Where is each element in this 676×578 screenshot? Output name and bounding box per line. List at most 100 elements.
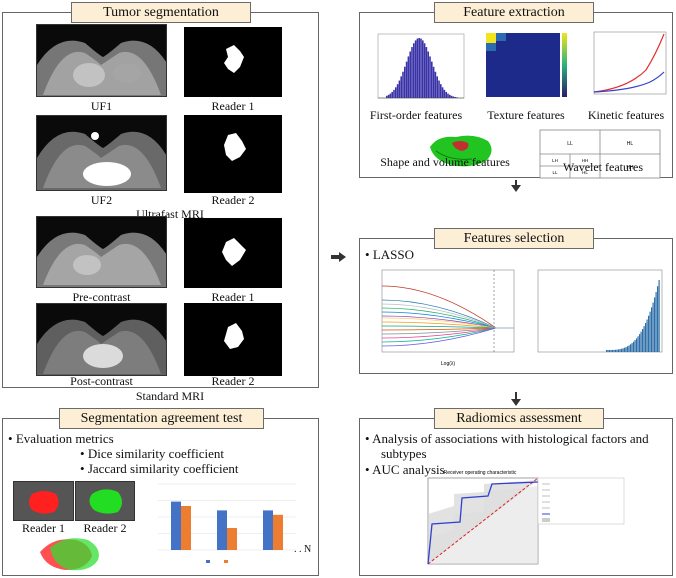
histogram-bar (391, 91, 393, 98)
arrow-shaft-2 (515, 392, 517, 400)
error-bar (621, 348, 623, 352)
error-bar (609, 349, 611, 352)
auc-bullet: • AUC analysis (365, 462, 445, 477)
error-bar (627, 346, 629, 352)
lasso-coefficient-path-plot: Log(λ) (381, 269, 515, 367)
error-bar (657, 286, 659, 352)
error-bar (651, 307, 653, 352)
error-bar (613, 349, 615, 352)
associations-bullet: • Analysis of associations with histolog… (365, 431, 649, 446)
histogram-bar (404, 66, 406, 98)
histogram-bar (449, 94, 451, 98)
histogram-bar (398, 80, 401, 98)
error-bar (636, 338, 638, 352)
histogram-bar (396, 84, 399, 98)
histogram-bar (429, 56, 431, 98)
agreement-bar (263, 510, 273, 550)
agreement-bar-chart (158, 483, 296, 563)
error-bar (616, 349, 618, 352)
lasso-path-line (381, 327, 514, 347)
wavelet-hh: HH (626, 165, 634, 171)
agreement-bar (227, 528, 237, 550)
dice-text: Dice similarity coefficient (87, 446, 225, 461)
reader1-caption-uf: Reader 1 (211, 99, 255, 113)
histogram-bar (389, 93, 392, 98)
wavelet-ll-small: LL (552, 170, 558, 175)
texture-heatmap (486, 33, 567, 97)
histogram-bar (411, 47, 413, 98)
lasso-text: LASSO (372, 247, 414, 262)
reader2-caption-standard: Reader 2 (211, 374, 255, 388)
kinetic-curves (593, 31, 667, 95)
reader2-overlay-caption: Reader 2 (83, 521, 127, 535)
jaccard-bullet: • Jaccard similarity coefficient (80, 461, 239, 476)
wavelet-hl-small: HL (582, 170, 588, 175)
histogram-bar (445, 91, 447, 98)
wavelet-diagram: LL HL LH HH LL HL HH (539, 129, 661, 179)
lasso-bullet: • LASSO (365, 247, 414, 262)
wavelet-ll-top: LL (567, 141, 573, 147)
legend-swatch (206, 560, 210, 563)
error-bar (615, 349, 617, 352)
uf2-caption: UF2 (90, 193, 113, 207)
error-bar (637, 336, 639, 352)
error-bar (634, 340, 636, 352)
reader2-overlay-image (75, 481, 135, 521)
histogram-bar (436, 76, 438, 98)
wavelet-lh: LH (552, 158, 558, 163)
error-bar (648, 315, 650, 352)
error-bar (643, 326, 645, 352)
dice-bullet: • Dice similarity coefficient (80, 446, 225, 461)
shape-caption: Shape and volume features (380, 155, 510, 169)
arrow-extraction-to-selection (511, 185, 521, 192)
texture-caption: Texture features (487, 108, 565, 122)
histogram-bar (416, 38, 419, 98)
evaluation-metrics-bullet: • Evaluation metrics (8, 431, 114, 446)
histogram-bar (387, 94, 390, 98)
histogram-bar (400, 76, 402, 98)
mri-pre-contrast-image (36, 216, 167, 288)
error-bar (619, 349, 621, 352)
trailing-text: . . N (294, 544, 312, 555)
arrow-segmentation-to-extraction (331, 252, 346, 262)
histogram-bar (456, 97, 458, 98)
error-bar (606, 350, 608, 352)
reader1-mask-uf (184, 27, 282, 97)
histogram-bar (427, 51, 429, 98)
histogram-bar (409, 51, 411, 98)
roc-title: Receiver operating characteristic (444, 470, 517, 476)
histogram-bar (441, 87, 444, 98)
lasso-path-line (381, 303, 514, 329)
error-bar (646, 319, 648, 352)
error-bar (655, 292, 657, 352)
arrow-selection-to-assessment (511, 399, 521, 406)
histogram-bar (407, 56, 410, 98)
reader1-overlay-caption: Reader 1 (22, 521, 65, 535)
histogram-bar (418, 38, 420, 98)
associations-text-line2: subtypes (381, 446, 427, 461)
overlap-mask-graphic (40, 538, 99, 571)
histogram-bar (405, 61, 408, 98)
error-bar (639, 334, 641, 352)
error-bar (607, 349, 609, 352)
error-bar (649, 311, 651, 352)
reader1-mask-standard (184, 218, 282, 288)
histogram-bar (431, 61, 433, 98)
error-bar (642, 329, 644, 352)
mri-uf1-image (36, 24, 167, 97)
error-bar (658, 280, 660, 352)
error-bar (622, 348, 624, 352)
histogram-bar (393, 89, 395, 98)
reader2-mask-standard (184, 303, 282, 376)
lasso-path-line (381, 285, 514, 329)
histogram-bar (447, 93, 449, 98)
segmentation-agreement-title: Segmentation agreement test (59, 408, 264, 429)
shape-volume-graphic (430, 135, 492, 167)
histogram-bar (454, 96, 456, 98)
tumor-segmentation-title: Tumor segmentation (71, 2, 251, 23)
agreement-bar (217, 510, 227, 550)
histogram-bar (425, 47, 428, 98)
associations-text-line1: Analysis of associations with histologic… (372, 431, 649, 446)
features-selection-title: Features selection (434, 228, 594, 249)
reader2-mask-uf (184, 115, 282, 193)
